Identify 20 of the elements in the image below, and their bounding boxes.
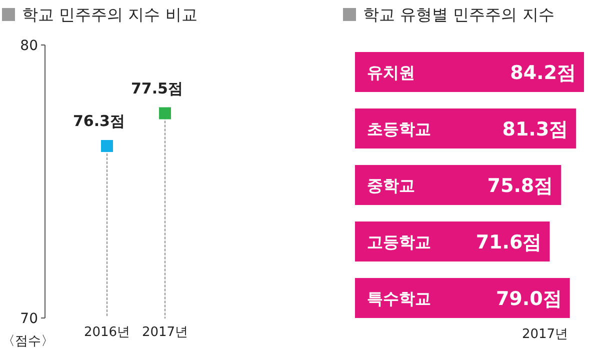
y-tick-label: 유치원 xyxy=(367,63,415,82)
y-axis-title: 〈점수〉 xyxy=(2,334,54,349)
data-label: 76.3점 xyxy=(72,112,126,130)
bar xyxy=(355,165,562,205)
y-tick-label: 초등학교 xyxy=(367,120,431,138)
y-tick-label: 중학교 xyxy=(367,176,415,195)
y-tick-label: 70 xyxy=(20,311,38,327)
y-tick-label: 특수학교 xyxy=(367,289,431,308)
chart-title: 학교 민주주의 지수 비교 xyxy=(22,5,198,24)
x-tick-label: 2016년 xyxy=(84,325,130,340)
data-label: 81.3점 xyxy=(502,118,568,140)
data-label: 75.8점 xyxy=(487,175,554,197)
data-label: 77.5점 xyxy=(130,79,184,98)
chart-title: 학교 유형별 민주주의 지수 xyxy=(363,5,554,24)
bar xyxy=(355,52,584,92)
data-label: 84.2점 xyxy=(510,62,576,84)
y-tick-label: 80 xyxy=(20,38,38,54)
data-label: 79.0점 xyxy=(496,288,562,310)
data-label: 71.6점 xyxy=(476,232,542,254)
y-tick-label: 고등학교 xyxy=(367,232,431,252)
